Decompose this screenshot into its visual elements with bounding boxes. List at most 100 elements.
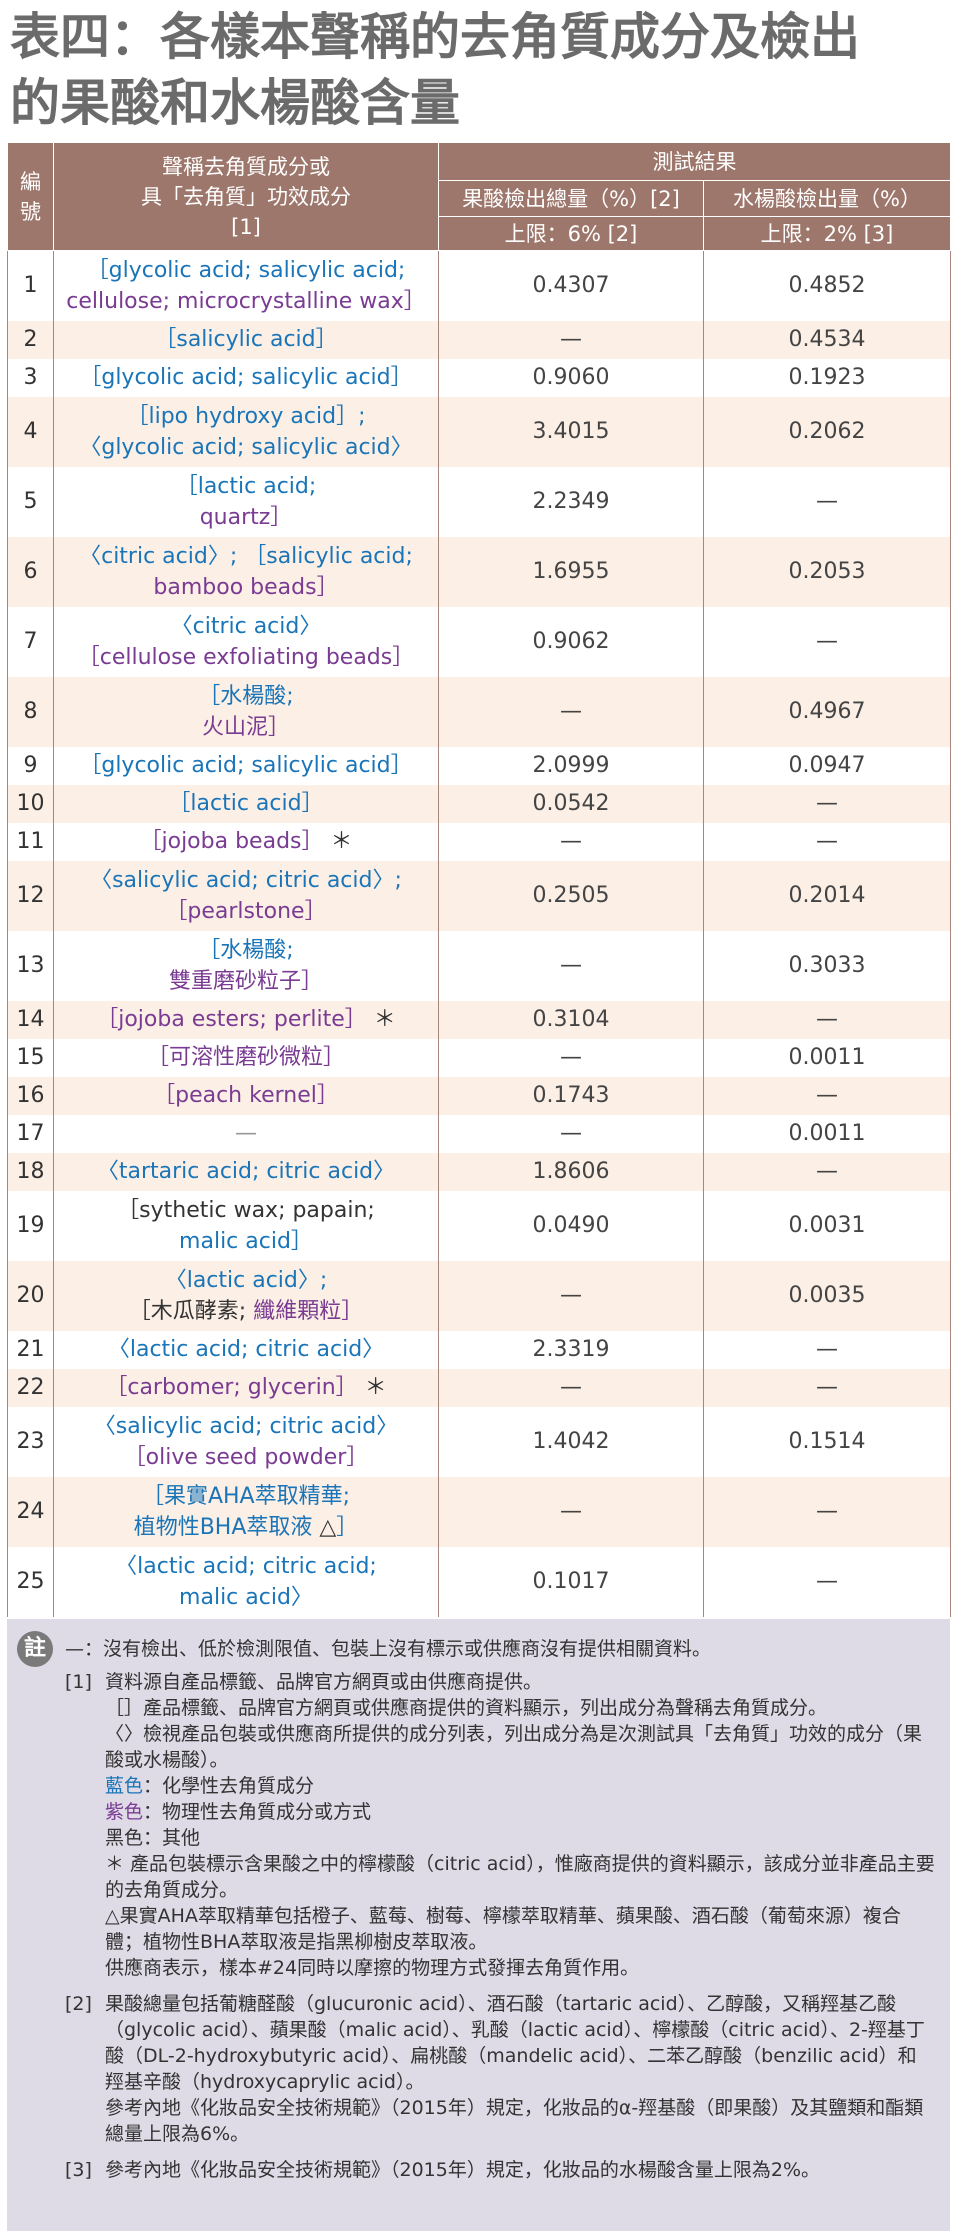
ingredient-line: malic acid〉 <box>54 1582 438 1613</box>
header-column: 果酸檢出總量（%）[2] <box>438 180 704 217</box>
table-row: 15 ［可溶性磨砂微粒］ —0.0011 <box>7 1038 951 1077</box>
table-row: 20 〈lactic acid〉; ［木瓜酵素; 纖維顆粒］ —0.0035 <box>7 1260 951 1331</box>
value-cell: 3.4015 <box>438 396 704 467</box>
ingredient-line: ［果實AHA萃取精華; <box>54 1481 438 1512</box>
note-paragraphs: 資料源自產品標籤、品牌官方網頁或由供應商提供。 ［］產品標籤、品牌官方網頁或供應商… <box>105 1669 935 1981</box>
ingredients-cell: ［glycolic acid; salicylic acid］ <box>53 746 439 785</box>
text-segment: 黑色：其他 <box>105 1827 201 1849</box>
text-segment: 藍色 <box>105 1775 144 1797</box>
ingredients-cell: — <box>53 1114 439 1153</box>
row-number: 5 <box>7 466 54 537</box>
value-cell: — <box>703 466 951 537</box>
ingredients-cell: ［可溶性磨砂微粒］ <box>53 1038 439 1077</box>
note-paragraphs: 果酸總量包括葡糖醛酸（glucuronic acid）、酒石酸（tartaric… <box>105 1991 935 2147</box>
text-segment: bamboo beads］ <box>153 574 339 600</box>
ingredient-line: 〈glycolic acid; salicylic acid〉 <box>54 432 438 463</box>
ingredients-cell: ［果實AHA萃取精華; 植物性BHA萃取液 △］ <box>53 1476 439 1547</box>
table-row: 11 ［jojoba beads］ ＊ — — <box>7 822 951 861</box>
value-cell: 0.9060 <box>438 358 704 397</box>
text-segment: ［木瓜酵素; <box>128 1298 254 1324</box>
value-cell: 2.0999 <box>438 746 704 785</box>
ingredients-cell: ［jojoba esters; perlite］ ＊ <box>53 1000 439 1039</box>
row-number: 21 <box>7 1330 54 1369</box>
text-segment: ［水楊酸; <box>198 937 294 963</box>
ingredient-line: cellulose; microcrystalline wax］ <box>54 286 438 317</box>
text-segment: △ <box>319 1514 337 1540</box>
row-number: 15 <box>7 1038 54 1077</box>
text-segment: 〈〉檢視產品包裝或供應商所提供的成分列表，列出成分為是次測試具「去角質」功效的成… <box>105 1723 923 1771</box>
row-number: 17 <box>7 1114 54 1153</box>
ingredients-cell: ［glycolic acid; salicylic acid; cellulose… <box>53 250 439 321</box>
text-segment: ［水楊酸; <box>198 683 294 709</box>
value-cell: — <box>703 606 951 677</box>
table-row: 10 ［lactic acid］ 0.0542— <box>7 784 951 823</box>
note-group: [2] 果酸總量包括葡糖醛酸（glucuronic acid）、酒石酸（tarta… <box>65 1991 935 2147</box>
ingredient-line: bamboo beads］ <box>54 572 438 603</box>
text-segment: 〈salicylic acid; citric acid〉; <box>90 867 402 893</box>
text-segment: ［glycolic acid; salicylic acid］ <box>79 753 413 778</box>
row-number: 23 <box>7 1406 54 1477</box>
text-segment: ＊ <box>366 1007 396 1032</box>
note-group: [3] 參考內地《化妝品安全技術規範》（2015年）規定，化妝品的水楊酸含量上限為… <box>65 2157 935 2183</box>
text-segment: 〈tartaric acid; citric acid〉 <box>96 1159 396 1184</box>
text-segment: ［pearlstone］ <box>165 898 327 924</box>
value-cell: 0.0947 <box>703 746 951 785</box>
note-group: [1] 資料源自產品標籤、品牌官方網頁或由供應商提供。 ［］產品標籤、品牌官方網頁或… <box>65 1669 935 1981</box>
text-segment: ［cellulose exfoliating beads］ <box>77 644 415 670</box>
row-number: 11 <box>7 822 54 861</box>
text-segment: 〈citric acid〉; ［salicylic acid; <box>79 543 413 569</box>
text-segment: malic acid］ <box>179 1228 313 1254</box>
text-segment: 參考內地《化妝品安全技術規範》（2015年）規定，化妝品的水楊酸含量上限為2%。 <box>105 2159 820 2181</box>
value-cell: 0.4307 <box>438 250 704 321</box>
row-number: 7 <box>7 606 54 677</box>
text-segment: ［lactic acid; <box>175 473 317 499</box>
title-line: 的果酸和水楊酸含量 <box>10 74 460 132</box>
ingredient-line: ［peach kernel］ <box>54 1080 438 1111</box>
text-segment: ＊ 產品包裝標示含果酸之中的檸檬酸（citric acid），惟廠商提供的資料顯… <box>105 1853 935 1901</box>
header-ingredients: 聲稱去角質成分或 具「去角質」功效成分 [1] <box>53 142 439 251</box>
text-segment: 參考內地《化妝品安全技術規範》（2015年）規定，化妝品的α-羥基酸（即果酸）及… <box>105 2097 924 2145</box>
value-cell: — <box>703 1546 951 1617</box>
value-cell: 0.3033 <box>703 930 951 1001</box>
header-results: 測試結果 <box>438 142 951 181</box>
text-segment: 〈lactic acid; citric acid; <box>115 1553 377 1579</box>
value-cell: 0.2505 <box>438 860 704 931</box>
value-cell: — <box>703 1152 951 1191</box>
value-cell: 0.1743 <box>438 1076 704 1115</box>
value-cell: — <box>703 1476 951 1547</box>
table-row: 3 ［glycolic acid; salicylic acid］ 0.9060 0.… <box>7 358 951 397</box>
text-segment: 〈lactic acid; citric acid〉 <box>107 1337 385 1362</box>
value-cell: 2.2349 <box>438 466 704 537</box>
ingredient-line: ［可溶性磨砂微粒］ <box>54 1042 438 1073</box>
text-segment: 纖維顆粒］ <box>253 1298 364 1324</box>
ingredients-cell: ［jojoba beads］ ＊ <box>53 822 439 861</box>
header-line: 具「去角質」功效成分 <box>141 184 351 209</box>
text-segment: 火山泥］ <box>201 714 290 740</box>
ingredient-line: ［lipo hydroxy acid］; <box>54 401 438 432</box>
text-segment: ［sythetic wax; papain; <box>117 1197 375 1223</box>
ingredients-cell: ［sythetic wax; papain; malic acid］ <box>53 1190 439 1261</box>
value-cell: 0.0035 <box>703 1260 951 1331</box>
ingredient-line: ［salicylic acid］ <box>54 324 438 355</box>
table-row: 12 〈salicylic acid; citric acid〉; ［pearlst… <box>7 860 951 931</box>
text-segment: 〈salicylic acid; citric acid〉 <box>93 1413 399 1439</box>
value-cell: 1.6955 <box>438 536 704 607</box>
ingredient-line: 火山泥］ <box>54 712 438 743</box>
ingredients-cell: 〈lactic acid; citric acid〉 <box>53 1330 439 1369</box>
table-row: 16 ［peach kernel］ 0.1743— <box>7 1076 951 1115</box>
notes: 註 —：沒有檢出、低於檢測限值、包裝上沒有標示或供應商沒有提供相關資料。 [1]… <box>7 1619 950 2231</box>
row-number: 8 <box>7 676 54 747</box>
table-row: 14 ［jojoba esters; perlite］ ＊ 0.3104— <box>7 1000 951 1039</box>
value-cell: — <box>438 1368 704 1407</box>
row-number: 1 <box>7 250 54 321</box>
row-number: 6 <box>7 536 54 607</box>
table-row: 24 ［果實AHA萃取精華; 植物性BHA萃取液 △］ — — <box>7 1476 951 1547</box>
note-paragraph: 黑色：其他 <box>105 1825 935 1851</box>
note-marker: [1] <box>65 1671 92 1693</box>
ingredient-line: ［cellulose exfoliating beads］ <box>54 642 438 673</box>
row-number: 3 <box>7 358 54 397</box>
value-cell: 0.9062 <box>438 606 704 677</box>
value-cell: 2.3319 <box>438 1330 704 1369</box>
text-segment: 〈lactic acid〉; <box>164 1267 328 1293</box>
note-paragraph: 參考內地《化妝品安全技術規範》（2015年）規定，化妝品的α-羥基酸（即果酸）及… <box>105 2095 935 2147</box>
